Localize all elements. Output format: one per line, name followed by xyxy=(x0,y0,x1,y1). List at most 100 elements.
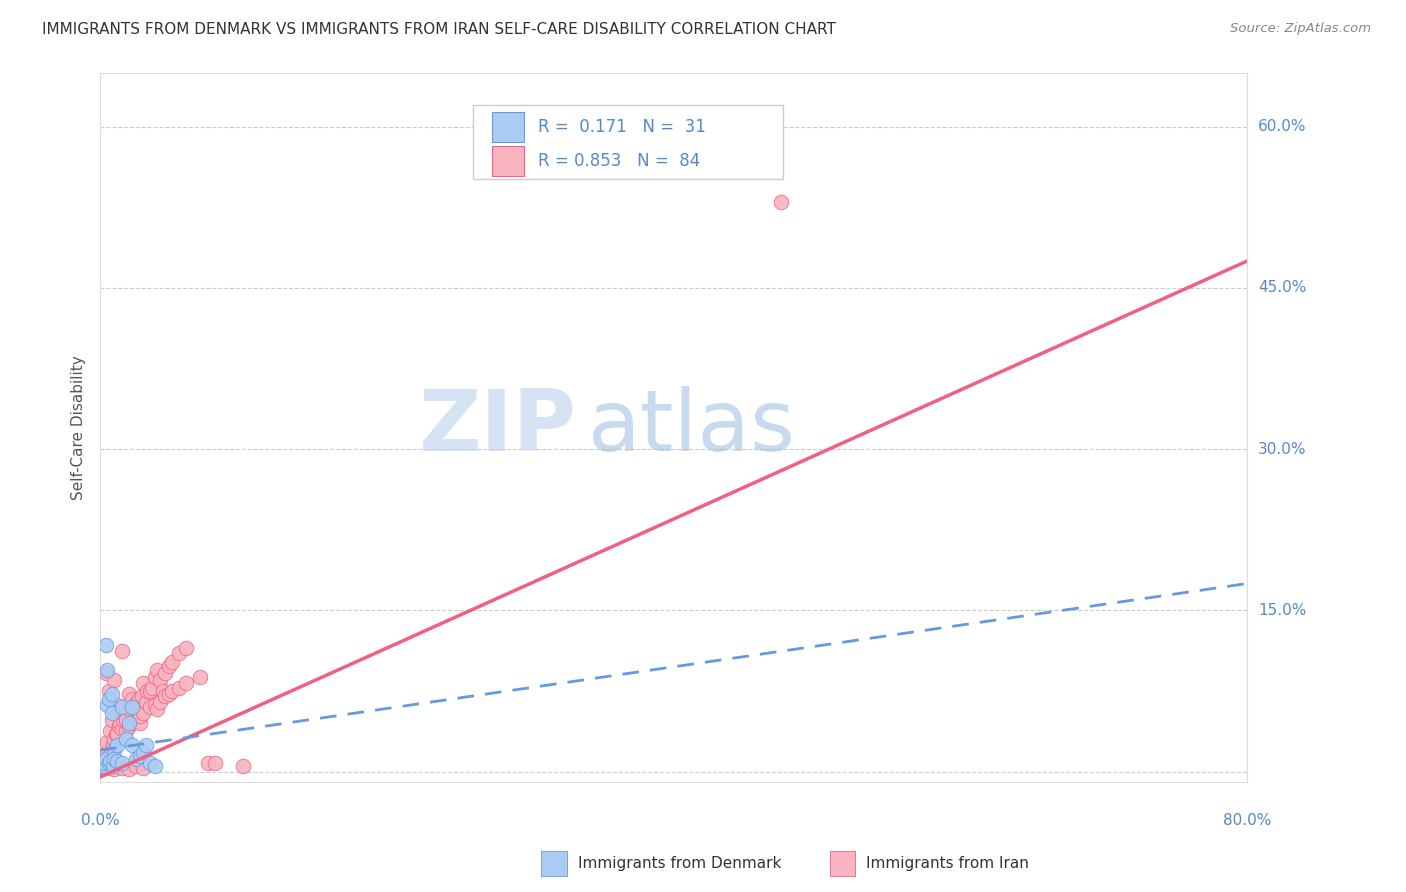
Point xyxy=(93,759,115,773)
Point xyxy=(232,759,254,773)
Text: 0.0%: 0.0% xyxy=(80,813,120,828)
Point xyxy=(125,752,148,766)
Point xyxy=(132,761,155,775)
Point xyxy=(96,734,118,748)
Point xyxy=(105,698,128,712)
Point xyxy=(97,756,120,770)
Point xyxy=(111,700,134,714)
Point xyxy=(129,716,152,731)
Point xyxy=(98,761,121,775)
Point xyxy=(114,708,136,723)
Point xyxy=(91,761,114,775)
Point xyxy=(125,702,148,716)
Point xyxy=(167,681,190,695)
Point xyxy=(139,684,162,698)
Point xyxy=(125,759,148,773)
Point xyxy=(118,687,141,701)
Point xyxy=(167,647,190,661)
Point xyxy=(97,748,120,763)
Point xyxy=(152,684,174,698)
Point xyxy=(96,756,118,770)
Point xyxy=(153,665,176,680)
Text: 45.0%: 45.0% xyxy=(1258,280,1306,295)
Text: 15.0%: 15.0% xyxy=(1258,603,1306,618)
Point xyxy=(107,719,129,733)
Point xyxy=(118,716,141,731)
Point xyxy=(124,698,146,712)
Text: R = 0.853   N =  84: R = 0.853 N = 84 xyxy=(538,152,700,170)
Point xyxy=(93,759,115,773)
Point xyxy=(157,687,180,701)
Point xyxy=(157,659,180,673)
Text: R =  0.171   N =  31: R = 0.171 N = 31 xyxy=(538,119,706,136)
Point xyxy=(139,756,162,770)
Point xyxy=(96,745,118,759)
Point xyxy=(94,665,117,680)
Point xyxy=(100,743,122,757)
Point xyxy=(105,754,128,768)
Point xyxy=(118,763,141,777)
Point xyxy=(100,713,122,727)
Point xyxy=(125,711,148,725)
Point xyxy=(118,719,141,733)
Point xyxy=(204,756,226,770)
Point xyxy=(96,698,118,712)
FancyBboxPatch shape xyxy=(472,105,783,179)
Point xyxy=(104,727,127,741)
Point xyxy=(100,759,122,773)
Point xyxy=(121,691,143,706)
Point xyxy=(93,756,115,770)
Point xyxy=(121,716,143,731)
Point xyxy=(103,673,125,688)
Point xyxy=(136,684,159,698)
Point xyxy=(94,754,117,768)
Point xyxy=(100,687,122,701)
Point xyxy=(120,702,142,716)
Point xyxy=(135,738,157,752)
Point xyxy=(153,690,176,704)
Point xyxy=(132,706,155,720)
Point xyxy=(90,763,112,777)
Point xyxy=(115,723,138,738)
Bar xyxy=(492,112,524,142)
Point xyxy=(105,738,128,752)
Point xyxy=(97,759,120,773)
Point xyxy=(91,759,114,773)
Point xyxy=(146,663,169,677)
Point xyxy=(143,759,166,773)
Point xyxy=(91,754,114,768)
Point xyxy=(129,748,152,763)
Point xyxy=(143,698,166,712)
Point xyxy=(174,640,197,655)
Point xyxy=(132,676,155,690)
Point xyxy=(93,756,115,770)
Point xyxy=(122,700,145,714)
Point xyxy=(111,761,134,775)
Point xyxy=(115,713,138,727)
Text: IMMIGRANTS FROM DENMARK VS IMMIGRANTS FROM IRAN SELF-CARE DISABILITY CORRELATION: IMMIGRANTS FROM DENMARK VS IMMIGRANTS FR… xyxy=(42,22,837,37)
Point xyxy=(174,676,197,690)
Text: Immigrants from Iran: Immigrants from Iran xyxy=(866,856,1029,871)
Bar xyxy=(492,146,524,176)
Point xyxy=(91,756,114,770)
Point xyxy=(112,713,135,727)
Point xyxy=(94,752,117,766)
Point xyxy=(97,684,120,698)
Point xyxy=(770,194,793,209)
Text: 60.0%: 60.0% xyxy=(1258,120,1306,134)
Point xyxy=(139,700,162,714)
Point xyxy=(111,644,134,658)
Point xyxy=(131,690,153,704)
Point xyxy=(129,708,152,723)
Point xyxy=(128,691,150,706)
Point xyxy=(101,759,124,773)
Point xyxy=(121,700,143,714)
Point xyxy=(100,706,122,720)
Point xyxy=(91,756,114,770)
Text: 30.0%: 30.0% xyxy=(1258,442,1306,457)
Text: 80.0%: 80.0% xyxy=(1223,813,1271,828)
Point xyxy=(149,695,172,709)
Point xyxy=(98,754,121,768)
Text: atlas: atlas xyxy=(588,386,796,469)
Y-axis label: Self-Care Disability: Self-Care Disability xyxy=(72,355,86,500)
